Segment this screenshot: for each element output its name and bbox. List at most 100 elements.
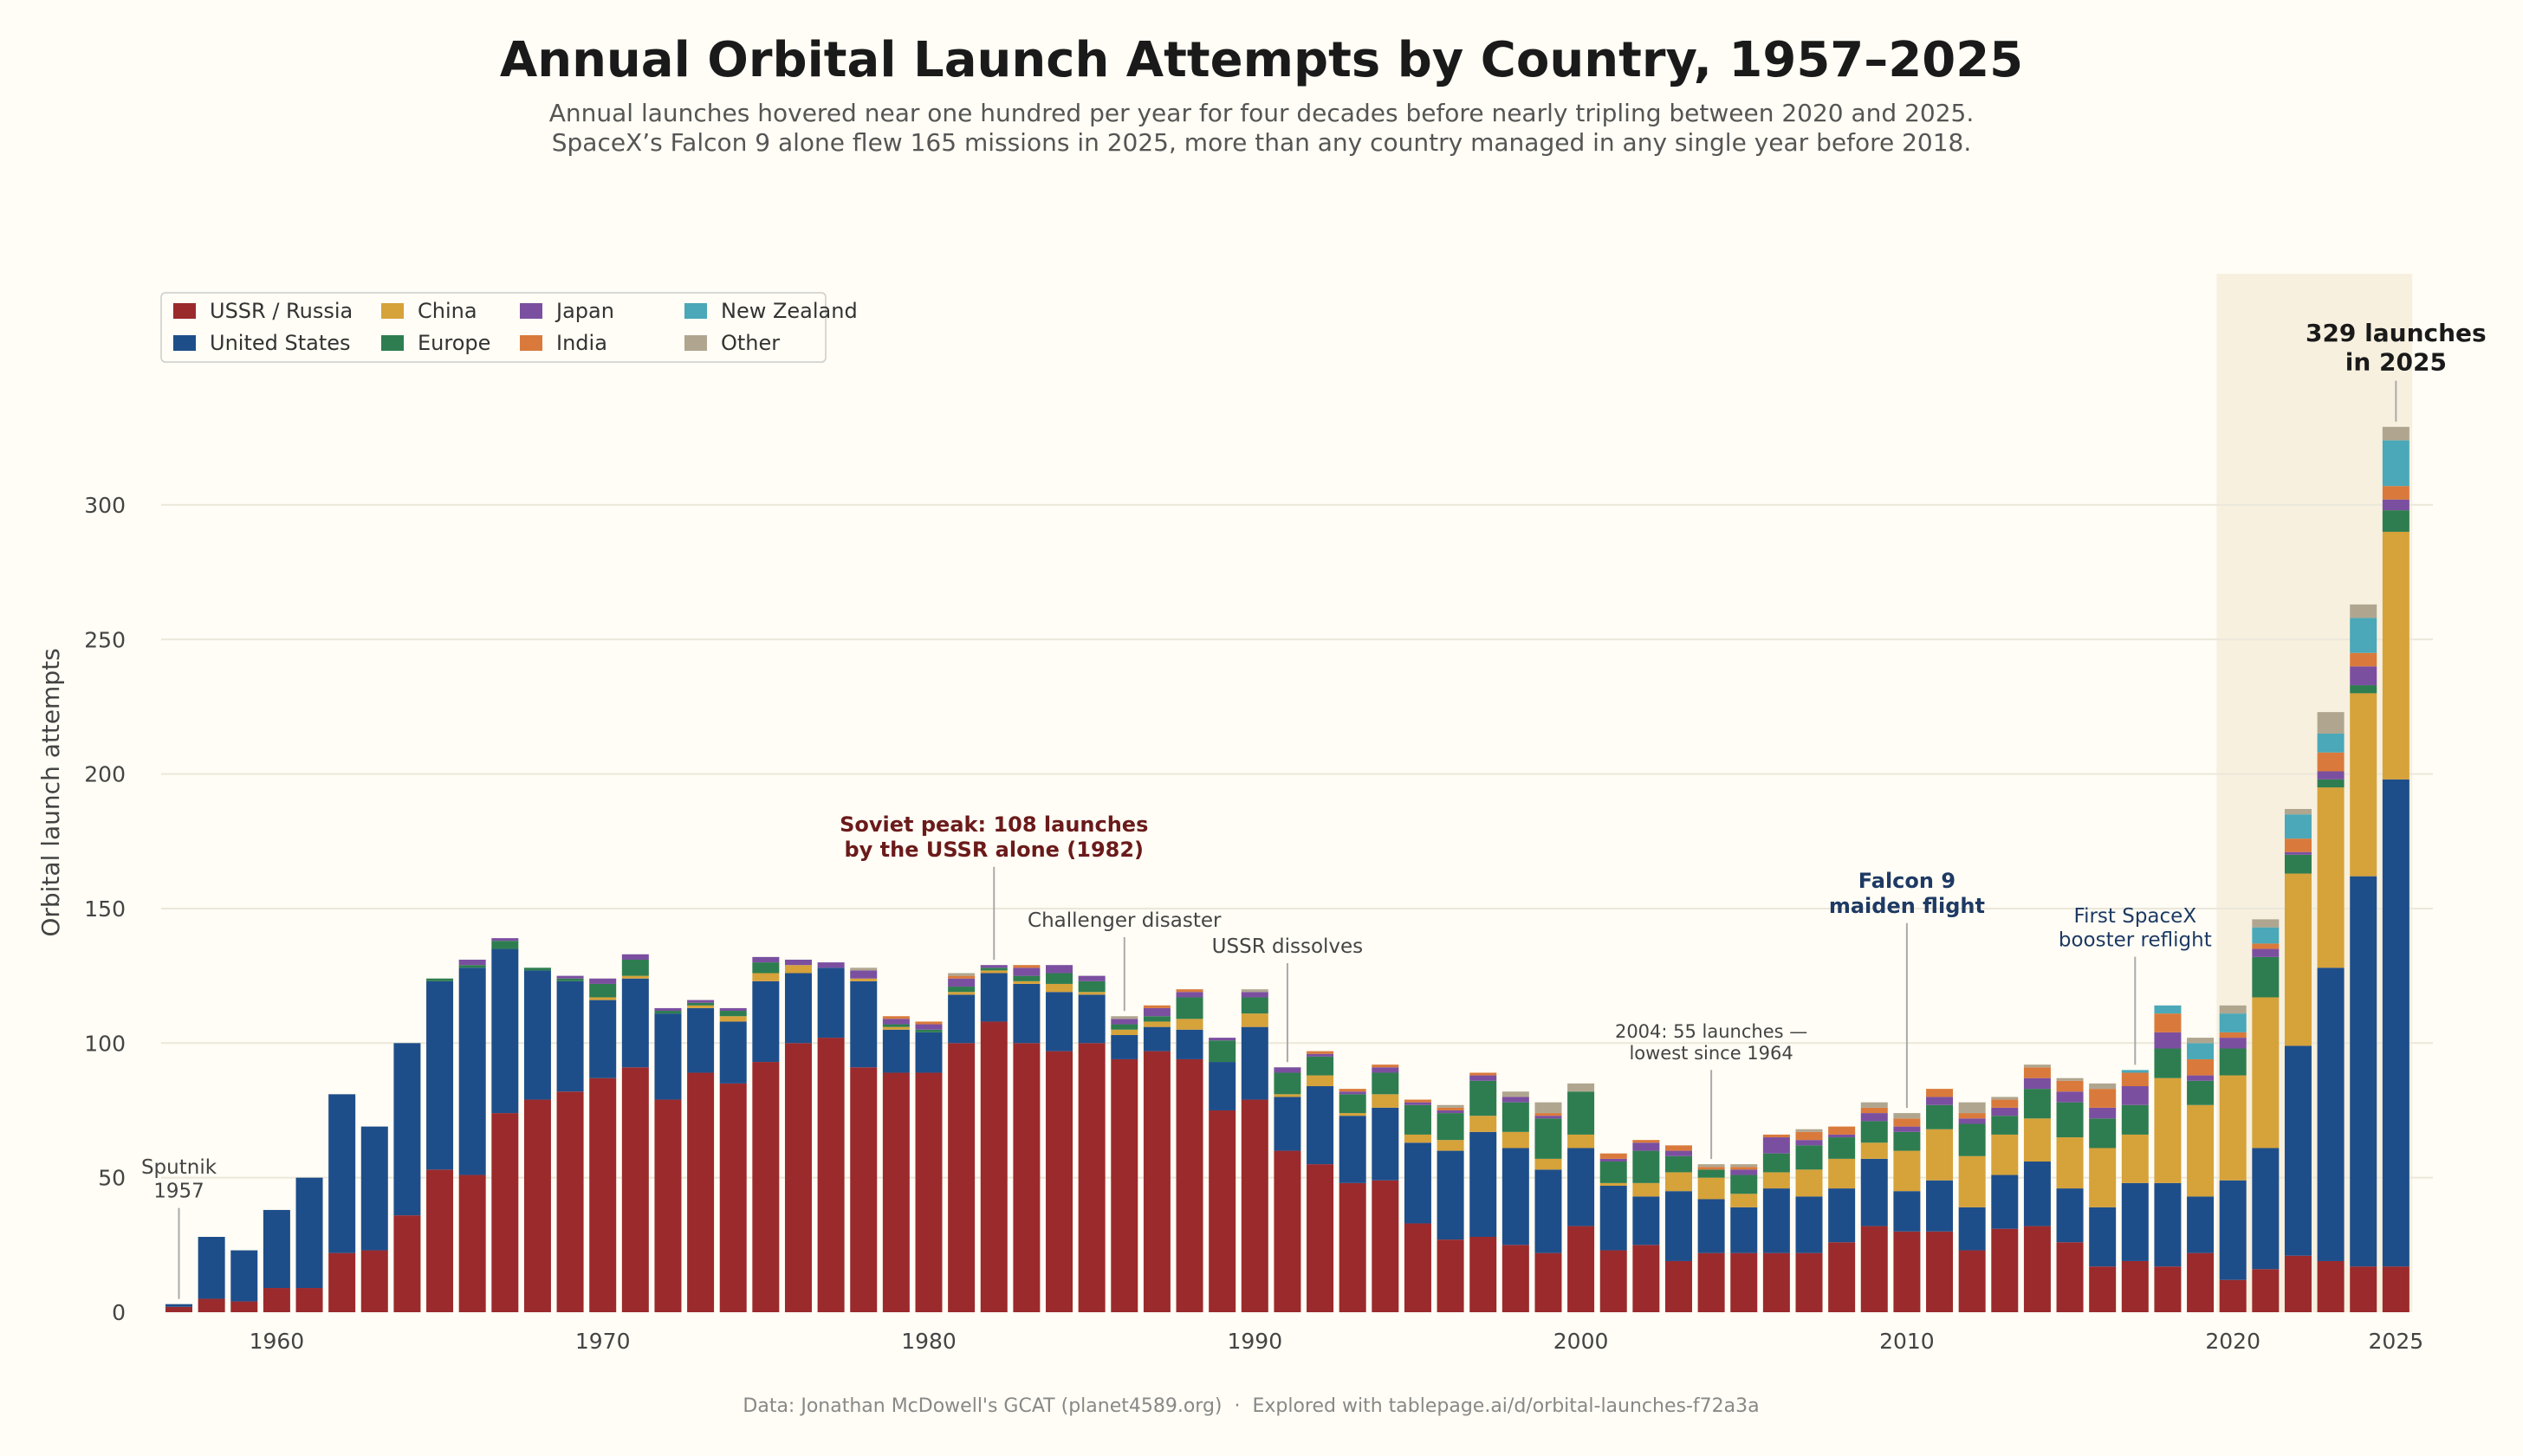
bar-segment-ussr-russia bbox=[458, 1175, 486, 1312]
bar-segment-india bbox=[1534, 1113, 1562, 1116]
bar-segment-china bbox=[1991, 1134, 2019, 1175]
bar-segment-japan bbox=[1860, 1113, 1888, 1122]
bar-segment-europe bbox=[2187, 1080, 2215, 1105]
bar-1959 bbox=[230, 1250, 258, 1312]
bar-segment-japan bbox=[1209, 1038, 1236, 1041]
bar-segment-other bbox=[1893, 1113, 1921, 1119]
legend-swatch bbox=[684, 303, 707, 319]
bar-segment-ussr-russia bbox=[393, 1215, 421, 1312]
bar-segment-europe bbox=[1501, 1102, 1529, 1132]
bar-segment-new-zealand bbox=[2121, 1070, 2149, 1073]
bar-segment-japan bbox=[1307, 1053, 1334, 1057]
bar-segment-ussr-russia bbox=[1307, 1164, 1334, 1312]
bar-2003 bbox=[1664, 1145, 1692, 1312]
bar-segment-europe bbox=[2219, 1048, 2247, 1076]
bar-segment-japan bbox=[1893, 1126, 1921, 1132]
bar-segment-europe bbox=[426, 978, 454, 981]
legend-label: Japan bbox=[555, 299, 614, 323]
bar-segment-new-zealand bbox=[2382, 440, 2409, 487]
bar-segment-ussr-russia bbox=[1632, 1245, 1660, 1312]
axes: 0 50 100 150 200 250 300 1960 1970 1980 1990 2000 20… bbox=[84, 493, 2423, 1354]
bar-segment-europe bbox=[1599, 1162, 1627, 1183]
bar-segment-ussr-russia bbox=[2252, 1269, 2280, 1312]
bar-2023 bbox=[2317, 712, 2345, 1312]
bar-segment-united-states bbox=[1078, 994, 1106, 1044]
bar-1960 bbox=[263, 1209, 290, 1312]
y-tick-label: 150 bbox=[84, 896, 126, 922]
bar-segment-ussr-russia bbox=[1534, 1252, 1562, 1312]
bar-segment-india bbox=[2056, 1080, 2084, 1092]
legend: USSR / Russia United States China Europe Jap… bbox=[160, 292, 858, 363]
bar-segment-other bbox=[1730, 1164, 1758, 1168]
bar-segment-japan bbox=[2252, 948, 2280, 957]
bar-segment-united-states bbox=[2089, 1207, 2117, 1267]
bar-1988 bbox=[1176, 989, 1203, 1312]
bar-2020 bbox=[2219, 1005, 2247, 1312]
bar-segment-united-states bbox=[491, 948, 519, 1114]
bar-segment-ussr-russia bbox=[621, 1067, 649, 1312]
bar-segment-china bbox=[1926, 1129, 1954, 1181]
bar-segment-ussr-russia bbox=[1241, 1099, 1268, 1312]
bar-segment-united-states bbox=[523, 970, 551, 1100]
bar-1975 bbox=[752, 956, 780, 1312]
annotation-text: Sputnik bbox=[141, 1156, 217, 1179]
bar-segment-china bbox=[1176, 1019, 1203, 1030]
bar-segment-china bbox=[1143, 1021, 1171, 1027]
bar-segment-ussr-russia bbox=[1567, 1226, 1595, 1312]
bar-segment-europe bbox=[1632, 1150, 1660, 1183]
bar-segment-ussr-russia bbox=[915, 1072, 943, 1312]
bar-segment-united-states bbox=[1762, 1188, 1790, 1253]
bar-segment-united-states bbox=[2252, 1148, 2280, 1270]
bar-segment-other bbox=[1991, 1097, 2019, 1100]
bar-segment-europe bbox=[523, 967, 551, 971]
bar-segment-united-states bbox=[2284, 1045, 2312, 1256]
bar-segment-europe bbox=[687, 1002, 715, 1006]
bar-segment-ussr-russia bbox=[328, 1252, 356, 1312]
bar-segment-united-states bbox=[752, 980, 780, 1063]
bar-segment-china bbox=[1437, 1140, 1464, 1151]
bar-segment-japan bbox=[1534, 1116, 1562, 1119]
bar-segment-other bbox=[1241, 989, 1268, 993]
bar-segment-china bbox=[948, 992, 976, 995]
bar-segment-europe bbox=[1469, 1080, 1497, 1116]
bar-segment-japan bbox=[2154, 1032, 2182, 1049]
bar-segment-europe bbox=[1437, 1113, 1464, 1141]
bar-segment-china bbox=[2056, 1137, 2084, 1189]
annotation-text: USSR dissolves bbox=[1212, 935, 1364, 958]
annotation-text: Challenger disaster bbox=[1028, 909, 1222, 932]
bar-segment-united-states bbox=[2317, 967, 2345, 1261]
bar-segment-japan bbox=[556, 975, 584, 979]
bar-segment-india bbox=[882, 1016, 910, 1019]
bar-segment-ussr-russia bbox=[850, 1067, 878, 1312]
bar-segment-ussr-russia bbox=[948, 1043, 976, 1312]
bar-segment-japan bbox=[882, 1019, 910, 1025]
bar-segment-ussr-russia bbox=[1664, 1260, 1692, 1312]
bar-segment-india bbox=[2350, 652, 2377, 667]
bar-segment-europe bbox=[1664, 1155, 1692, 1173]
bar-segment-japan bbox=[1762, 1137, 1790, 1154]
bar-segment-japan bbox=[1599, 1158, 1627, 1162]
bar-1995 bbox=[1404, 1099, 1431, 1312]
bar-segment-other bbox=[948, 973, 976, 976]
bar-segment-japan bbox=[1143, 1007, 1171, 1017]
chart-subtitle-2: SpaceX’s Falcon 9 alone flew 165 mission… bbox=[552, 128, 1972, 157]
bar-segment-ussr-russia bbox=[2056, 1242, 2084, 1312]
bar-segment-china bbox=[621, 975, 649, 979]
bar-segment-ussr-russia bbox=[2023, 1226, 2051, 1312]
bar-2000 bbox=[1567, 1083, 1595, 1312]
bar-1990 bbox=[1241, 989, 1268, 1312]
bar-segment-ussr-russia bbox=[2317, 1260, 2345, 1312]
bar-1985 bbox=[1078, 975, 1106, 1312]
bar-segment-ussr-russia bbox=[1046, 1051, 1073, 1312]
bar-segment-china bbox=[1307, 1075, 1334, 1087]
bar-segment-india bbox=[1143, 1005, 1171, 1008]
bar-segment-europe bbox=[1991, 1116, 2019, 1135]
legend-swatch bbox=[381, 303, 404, 319]
bar-1974 bbox=[719, 1007, 747, 1312]
bar-segment-other bbox=[1437, 1104, 1464, 1108]
bar-segment-china bbox=[1111, 1029, 1138, 1035]
annotation-text: Falcon 9 bbox=[1858, 869, 1955, 893]
